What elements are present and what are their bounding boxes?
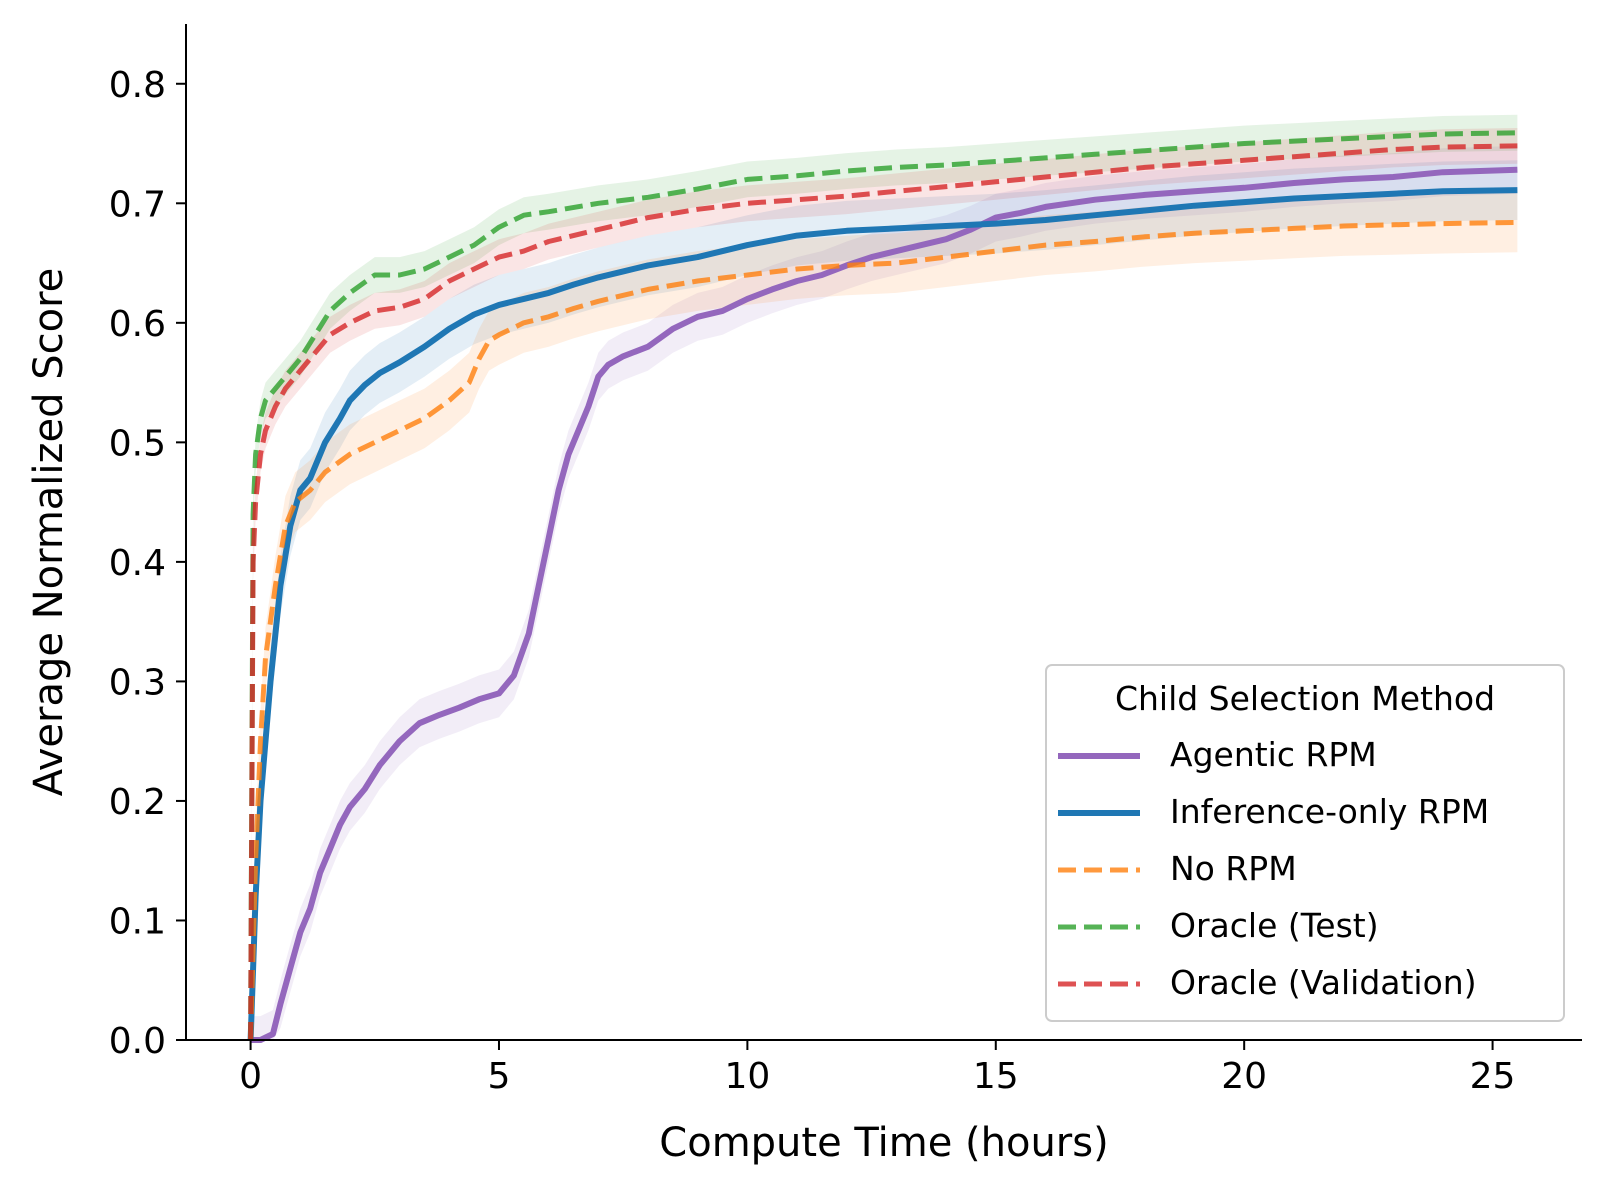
tick-marks: 0 5 10 15 20 25 0.0 0.1 0.2 0.3 0.4 0.5 0.6 0.7 0.8 xyxy=(109,65,1516,1097)
series-line-agentic-rpm xyxy=(250,166,1518,1043)
axes xyxy=(185,24,1582,1041)
legend-label-oracle-validation: Oracle (Validation) xyxy=(1170,963,1477,1002)
y-axis-title: Average Normalized Score xyxy=(26,268,72,797)
legend-title: Child Selection Method xyxy=(1115,679,1495,718)
legend-frame xyxy=(1045,664,1565,1022)
y-tick-label: 0.7 xyxy=(109,184,166,225)
y-tick-label: 0.1 xyxy=(109,901,166,942)
y-tick-label: 0.0 xyxy=(109,1021,166,1062)
y-tick-label: 0.3 xyxy=(109,662,166,703)
x-axis-title: Compute Time (hours) xyxy=(659,1120,1108,1166)
series-line-oracle-validation xyxy=(248,143,1518,1041)
x-tick-label: 15 xyxy=(973,1056,1019,1097)
x-tick-label: 10 xyxy=(724,1056,770,1097)
x-tick-label: 5 xyxy=(488,1056,511,1097)
x-tick-label: 20 xyxy=(1221,1056,1267,1097)
y-tick-label: 0.5 xyxy=(109,423,166,464)
series-lines xyxy=(247,130,1518,1043)
legend-label-no-rpm: No RPM xyxy=(1170,849,1297,888)
legend-label-oracle-test: Oracle (Test) xyxy=(1170,906,1379,945)
series-line-oracle-test xyxy=(248,130,1518,1041)
y-tick-label: 0.2 xyxy=(109,782,166,823)
legend-label-agentic-rpm: Agentic RPM xyxy=(1170,735,1377,774)
legend: Child Selection Method Agentic RPM Infere… xyxy=(1045,664,1565,1022)
y-tick-label: 0.6 xyxy=(109,304,166,345)
y-tick-label: 0.8 xyxy=(109,65,166,106)
legend-items: Agentic RPM Inference-only RPM No RPM Oracl… xyxy=(1058,735,1489,1002)
legend-label-inference-only-rpm: Inference-only RPM xyxy=(1170,792,1489,831)
y-tick-label: 0.4 xyxy=(109,543,166,584)
x-tick-label: 0 xyxy=(239,1056,262,1097)
series-line-inference-only-rpm xyxy=(247,187,1518,1041)
x-tick-label: 25 xyxy=(1470,1056,1516,1097)
series-line-no-rpm xyxy=(248,219,1518,1041)
